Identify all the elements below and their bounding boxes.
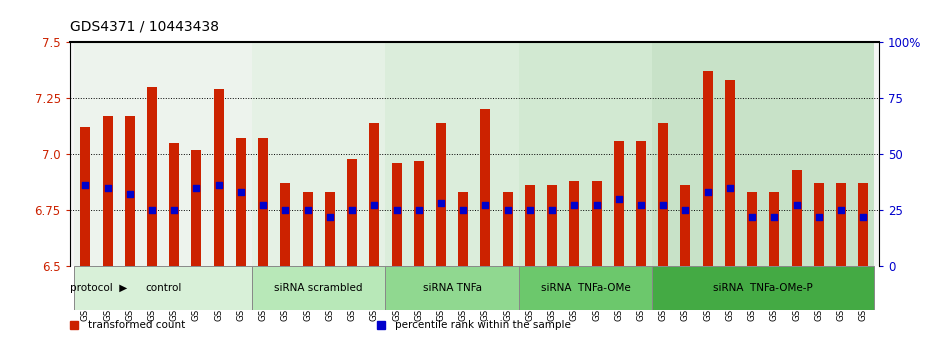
Bar xyxy=(519,266,652,309)
Bar xyxy=(652,266,874,309)
Point xyxy=(300,207,315,213)
Point xyxy=(811,214,826,219)
Point xyxy=(523,207,538,213)
Bar xyxy=(547,185,557,266)
Point xyxy=(723,185,737,190)
Bar xyxy=(259,138,268,266)
Text: transformed count: transformed count xyxy=(87,320,185,330)
Bar xyxy=(236,138,246,266)
Point xyxy=(78,183,93,188)
Bar xyxy=(414,161,424,266)
Bar xyxy=(392,163,402,266)
Bar xyxy=(385,266,519,309)
Bar xyxy=(569,181,579,266)
Point xyxy=(433,200,448,206)
Text: siRNA  TNFa-OMe-P: siRNA TNFa-OMe-P xyxy=(713,282,813,293)
Text: protocol  ▶: protocol ▶ xyxy=(70,282,127,293)
Bar xyxy=(724,80,735,266)
Bar xyxy=(858,183,869,266)
Point xyxy=(633,202,648,208)
Bar xyxy=(325,192,335,266)
Bar xyxy=(302,192,312,266)
Bar xyxy=(280,183,290,266)
Bar xyxy=(747,192,757,266)
Bar xyxy=(481,109,490,266)
Point xyxy=(567,202,582,208)
Bar xyxy=(147,87,157,266)
Text: control: control xyxy=(145,282,181,293)
Bar xyxy=(252,42,385,266)
Point xyxy=(833,207,848,213)
Bar xyxy=(703,72,712,266)
Point xyxy=(856,214,870,219)
Point xyxy=(323,214,338,219)
Point xyxy=(545,207,560,213)
Point xyxy=(656,202,671,208)
Bar xyxy=(347,159,357,266)
Bar xyxy=(102,116,113,266)
Text: GDS4371 / 10443438: GDS4371 / 10443438 xyxy=(70,19,219,34)
Bar xyxy=(519,42,652,266)
Bar xyxy=(80,127,90,266)
Bar xyxy=(125,116,135,266)
Bar xyxy=(502,192,512,266)
Bar xyxy=(458,192,468,266)
Bar xyxy=(591,181,602,266)
Bar xyxy=(652,42,874,266)
Bar xyxy=(814,183,824,266)
Point xyxy=(790,202,804,208)
Text: siRNA  TNFa-OMe: siRNA TNFa-OMe xyxy=(540,282,631,293)
Text: siRNA TNFa: siRNA TNFa xyxy=(422,282,482,293)
Point xyxy=(256,202,271,208)
Point xyxy=(611,196,626,201)
Point xyxy=(211,183,226,188)
Point xyxy=(478,202,493,208)
Point xyxy=(189,185,204,190)
Text: siRNA scrambled: siRNA scrambled xyxy=(274,282,363,293)
Text: percentile rank within the sample: percentile rank within the sample xyxy=(395,320,571,330)
Point xyxy=(366,202,381,208)
Bar xyxy=(214,89,224,266)
Point xyxy=(278,207,293,213)
Bar xyxy=(636,141,646,266)
Point xyxy=(411,207,426,213)
Bar xyxy=(836,183,846,266)
Point xyxy=(456,207,471,213)
Bar xyxy=(791,170,802,266)
Point xyxy=(166,207,181,213)
Point xyxy=(589,202,604,208)
Bar xyxy=(436,123,446,266)
Point xyxy=(700,189,715,195)
Bar xyxy=(525,185,535,266)
Point xyxy=(100,185,115,190)
Point xyxy=(389,207,404,213)
Bar xyxy=(681,185,690,266)
Bar xyxy=(614,141,624,266)
Point xyxy=(767,214,782,219)
Point xyxy=(500,207,515,213)
Bar xyxy=(169,143,179,266)
Bar xyxy=(252,266,385,309)
Point xyxy=(745,214,760,219)
Point xyxy=(144,207,159,213)
Bar xyxy=(369,123,379,266)
Bar xyxy=(192,150,202,266)
Point xyxy=(123,192,138,197)
Point xyxy=(345,207,360,213)
Bar xyxy=(385,42,519,266)
Bar xyxy=(74,266,252,309)
Bar xyxy=(769,192,779,266)
Point xyxy=(233,189,248,195)
Bar xyxy=(74,42,252,266)
Bar xyxy=(658,123,669,266)
Point xyxy=(678,207,693,213)
